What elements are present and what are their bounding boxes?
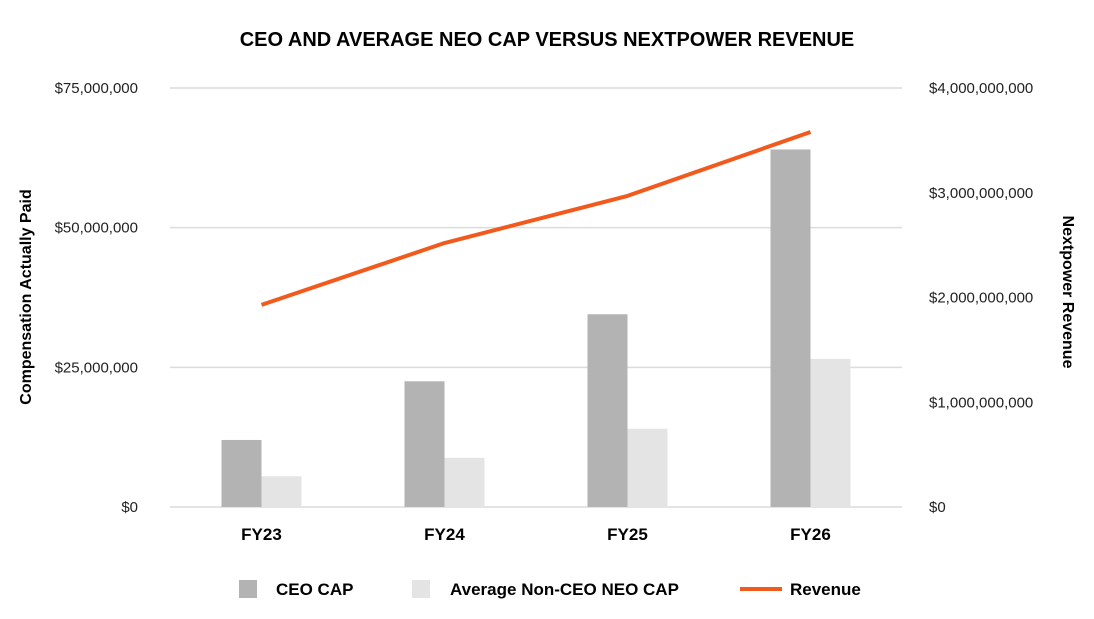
right-tick-label: $1,000,000,000	[929, 394, 1033, 411]
bar-ceo-cap-fy23	[221, 439, 262, 507]
left-tick-label: $0	[121, 499, 138, 516]
category-label: FY24	[424, 525, 465, 544]
left-tick-label: $75,000,000	[55, 80, 138, 97]
bar-average-non-ceo-neo-cap-fy26	[810, 358, 851, 507]
legend-label: CEO CAP	[276, 580, 353, 599]
bar-average-non-ceo-neo-cap-fy25	[627, 428, 668, 507]
category-label: FY26	[790, 525, 831, 544]
bar-average-non-ceo-neo-cap-fy24	[444, 457, 485, 507]
left-tick-label: $25,000,000	[55, 359, 138, 376]
legend-swatch	[412, 580, 430, 598]
legend-label: Average Non-CEO NEO CAP	[450, 580, 679, 599]
left-axis-title: Compensation Actually Paid	[18, 189, 35, 404]
legend-swatch	[239, 580, 257, 598]
left-tick-label: $50,000,000	[55, 220, 138, 237]
revenue-line	[260, 130, 812, 307]
bar-ceo-cap-fy24	[404, 381, 445, 507]
right-axis-tick-labels: $0 $1,000,000,000 $2,000,000,000 $3,000,000…	[929, 80, 1033, 516]
legend-label: Revenue	[790, 580, 861, 599]
right-axis-title: Nextpower Revenue	[1059, 216, 1076, 369]
right-tick-label: $0	[929, 499, 946, 516]
right-tick-label: $4,000,000,000	[929, 80, 1033, 97]
right-tick-label: $3,000,000,000	[929, 185, 1033, 202]
right-tick-label: $2,000,000,000	[929, 290, 1033, 307]
category-label: FY23	[241, 525, 282, 544]
bars	[221, 149, 851, 507]
bar-ceo-cap-fy26	[770, 149, 811, 507]
chart-title: CEO AND AVERAGE NEO CAP VERSUS NEXTPOWER…	[240, 29, 855, 51]
bar-average-non-ceo-neo-cap-fy23	[261, 476, 302, 507]
category-label: FY25	[607, 525, 648, 544]
legend: CEO CAP Average Non-CEO NEO CAP Revenue	[239, 580, 861, 599]
category-labels: FY23 FY24 FY25 FY26	[241, 525, 831, 544]
bar-ceo-cap-fy25	[587, 314, 628, 507]
left-axis-tick-labels: $0 $25,000,000 $50,000,000 $75,000,000	[55, 80, 138, 516]
revenue-line-layer	[260, 130, 812, 307]
